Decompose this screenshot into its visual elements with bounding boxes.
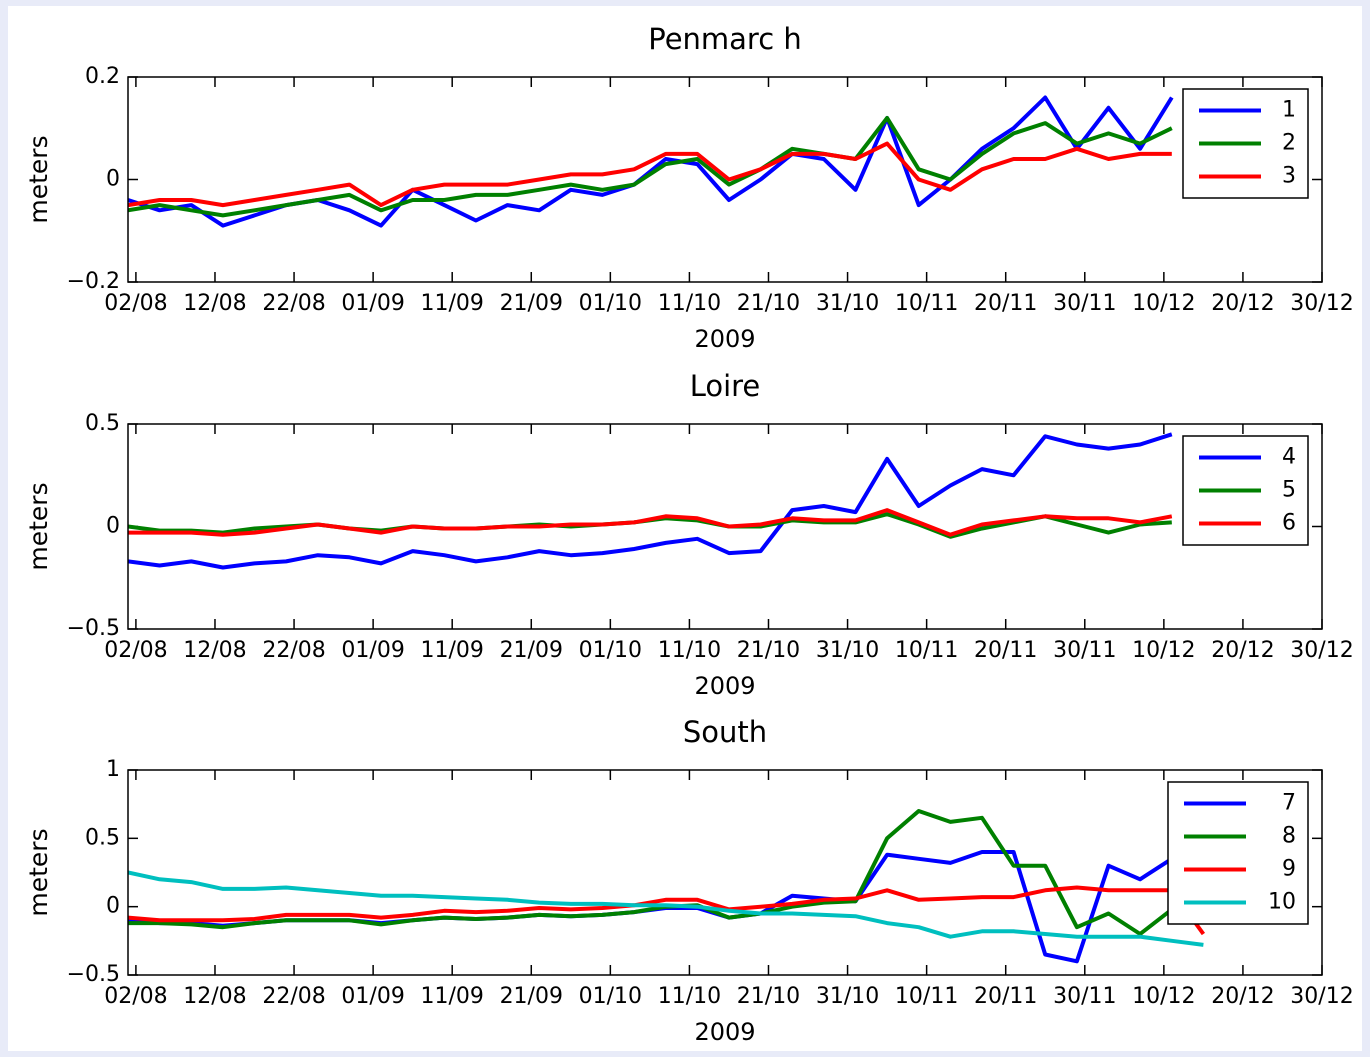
- x-tick-label: 10/12: [1132, 638, 1195, 663]
- x-tick-label: 21/10: [737, 638, 800, 663]
- x-tick-label: 30/11: [1053, 291, 1116, 316]
- x-tick-label: 21/09: [500, 638, 563, 663]
- legend-label: 1: [1282, 98, 1296, 123]
- x-tick-label: 12/08: [183, 638, 246, 663]
- x-axis-label: 2009: [694, 672, 755, 700]
- x-tick-label: 01/09: [341, 638, 404, 663]
- y-axis-label: meters: [24, 828, 53, 916]
- series-line: [128, 116, 1173, 218]
- x-tick-label: 22/08: [262, 638, 325, 663]
- x-tick-label: 21/10: [737, 291, 800, 316]
- x-tick-label: 01/10: [579, 291, 642, 316]
- x-tick-label: 20/11: [974, 291, 1037, 316]
- x-tick-label: 31/10: [816, 984, 879, 1009]
- chart-title: Penmarc h: [648, 22, 802, 56]
- x-tick-label: 01/10: [579, 638, 642, 663]
- y-tick-label: 0: [106, 167, 120, 192]
- x-tick-label: 10/11: [895, 984, 958, 1009]
- x-tick-label: 30/12: [1290, 984, 1353, 1009]
- axes-frame: [127, 423, 1323, 630]
- x-tick-label: 12/08: [183, 984, 246, 1009]
- chart-title: Loire: [690, 369, 761, 403]
- x-tick-label: 22/08: [262, 291, 325, 316]
- x-tick-label: 20/12: [1211, 291, 1274, 316]
- legend-label: 7: [1282, 791, 1296, 816]
- chart-title: South: [683, 715, 767, 749]
- x-tick-label: 30/12: [1290, 638, 1353, 663]
- x-tick-label: 21/09: [500, 291, 563, 316]
- x-tick-label: 10/12: [1132, 291, 1195, 316]
- x-tick-label: 31/10: [816, 291, 879, 316]
- x-tick-label: 21/10: [737, 984, 800, 1009]
- x-tick-label: 30/12: [1290, 291, 1353, 316]
- x-tick-label: 31/10: [816, 638, 879, 663]
- x-tick-label: 01/09: [341, 984, 404, 1009]
- x-tick-label: 11/10: [658, 984, 721, 1009]
- x-tick-label: 11/10: [658, 638, 721, 663]
- legend-label: 6: [1282, 511, 1296, 536]
- series-line: [128, 508, 1173, 537]
- legend-label: 5: [1282, 478, 1296, 503]
- x-tick-label: 10/12: [1132, 984, 1195, 1009]
- legend-label: 9: [1282, 857, 1296, 882]
- y-tick-label: 0: [106, 894, 120, 919]
- y-axis-label: meters: [24, 135, 53, 223]
- series-line: [128, 885, 1206, 936]
- x-tick-label: 02/08: [104, 638, 167, 663]
- x-tick-label: 12/08: [183, 291, 246, 316]
- legend-label: 10: [1268, 890, 1296, 915]
- legend-label: 2: [1282, 131, 1296, 156]
- y-axis-label: meters: [24, 482, 53, 570]
- x-tick-label: 11/09: [420, 291, 483, 316]
- y-tick-label: 0.2: [85, 64, 120, 89]
- y-tick-label: 0.5: [85, 411, 120, 436]
- x-tick-label: 20/11: [974, 638, 1037, 663]
- x-tick-label: 01/10: [579, 984, 642, 1009]
- y-tick-label: 0: [106, 514, 120, 539]
- x-tick-label: 20/12: [1211, 638, 1274, 663]
- x-tick-label: 22/08: [262, 984, 325, 1009]
- legend-label: 8: [1282, 824, 1296, 849]
- y-tick-label: 0.5: [85, 825, 120, 850]
- y-tick-label: −0.5: [67, 962, 120, 987]
- series-line: [128, 141, 1172, 208]
- x-tick-label: 10/11: [895, 638, 958, 663]
- x-tick-label: 11/10: [658, 291, 721, 316]
- x-tick-label: 20/11: [974, 984, 1037, 1009]
- x-tick-label: 21/09: [500, 984, 563, 1009]
- x-tick-label: 20/12: [1211, 984, 1274, 1009]
- x-tick-label: 30/11: [1053, 638, 1116, 663]
- axes-frame: [127, 769, 1323, 976]
- x-tick-label: 30/11: [1053, 984, 1116, 1009]
- legend-label: 4: [1282, 445, 1296, 470]
- legend-box: [1167, 781, 1309, 925]
- series-line: [128, 809, 1174, 936]
- x-tick-label: 10/11: [895, 291, 958, 316]
- x-axis-label: 2009: [694, 325, 755, 353]
- y-tick-label: −0.5: [67, 616, 120, 641]
- x-tick-label: 02/08: [104, 291, 167, 316]
- series-line: [128, 870, 1204, 947]
- x-tick-label: 01/09: [341, 291, 404, 316]
- x-tick-label: 02/08: [104, 984, 167, 1009]
- y-tick-label: −0.2: [67, 269, 120, 294]
- y-tick-label: 1: [106, 757, 120, 782]
- x-tick-label: 11/09: [420, 984, 483, 1009]
- legend-label: 3: [1282, 164, 1296, 189]
- series-line: [128, 432, 1173, 570]
- axes-frame: [127, 76, 1323, 283]
- x-axis-label: 2009: [694, 1018, 755, 1046]
- x-tick-label: 11/09: [420, 638, 483, 663]
